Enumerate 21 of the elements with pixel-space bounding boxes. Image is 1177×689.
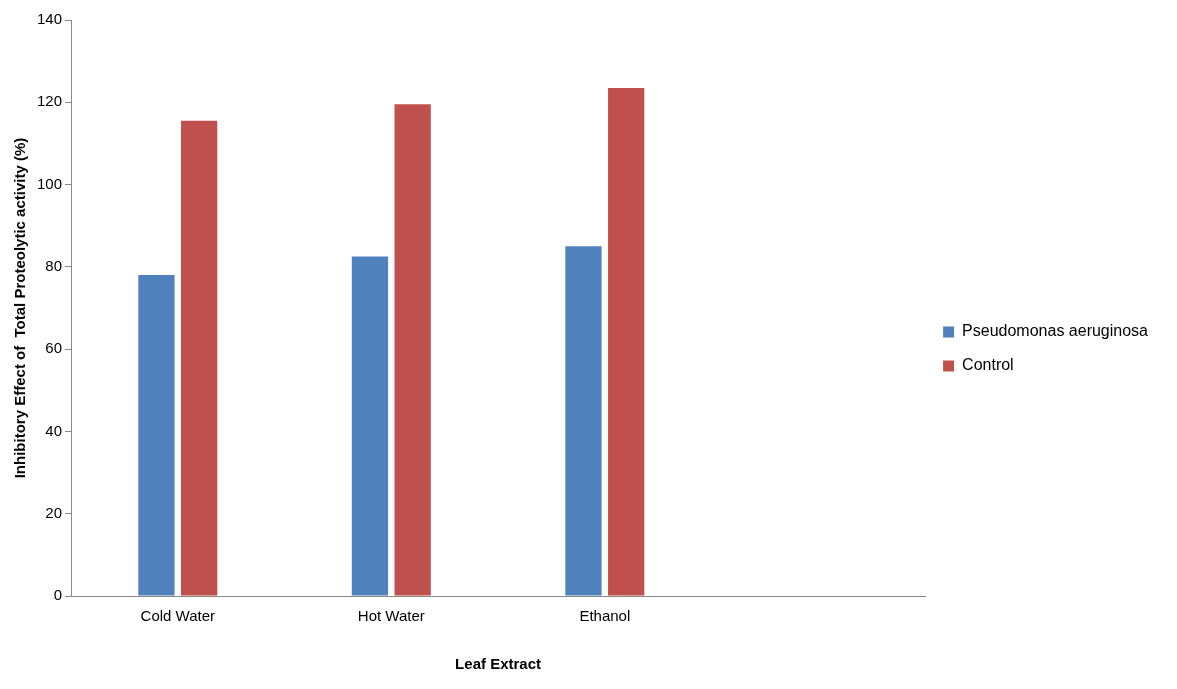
x-tick-label: Ethanol <box>579 607 631 625</box>
y-tick-label: 80 <box>45 257 63 274</box>
y-tick-label: 140 <box>37 10 63 28</box>
bar <box>138 275 175 596</box>
y-tick-label: 120 <box>37 92 63 110</box>
x-tick-label: Cold Water <box>140 607 216 625</box>
x-axis-title: Leaf Extract <box>455 655 541 673</box>
bar <box>351 256 389 596</box>
bar <box>565 246 602 596</box>
y-tick-label: 20 <box>45 503 63 521</box>
legend-label: Control <box>962 356 1014 374</box>
bar <box>394 104 431 596</box>
y-axis-title: Inhibitory Effect of Total Proteolytic activity (%) <box>11 137 29 479</box>
y-tick-label: 100 <box>37 174 63 192</box>
y-tick-label: 40 <box>45 421 63 439</box>
bar <box>180 120 218 596</box>
y-tick-label: 0 <box>53 586 63 604</box>
bar <box>608 87 645 596</box>
y-tick-label: 60 <box>45 339 63 357</box>
x-tick-label: Hot Water <box>357 607 425 625</box>
legend-label: Pseudomonas aeruginosa <box>962 322 1149 340</box>
